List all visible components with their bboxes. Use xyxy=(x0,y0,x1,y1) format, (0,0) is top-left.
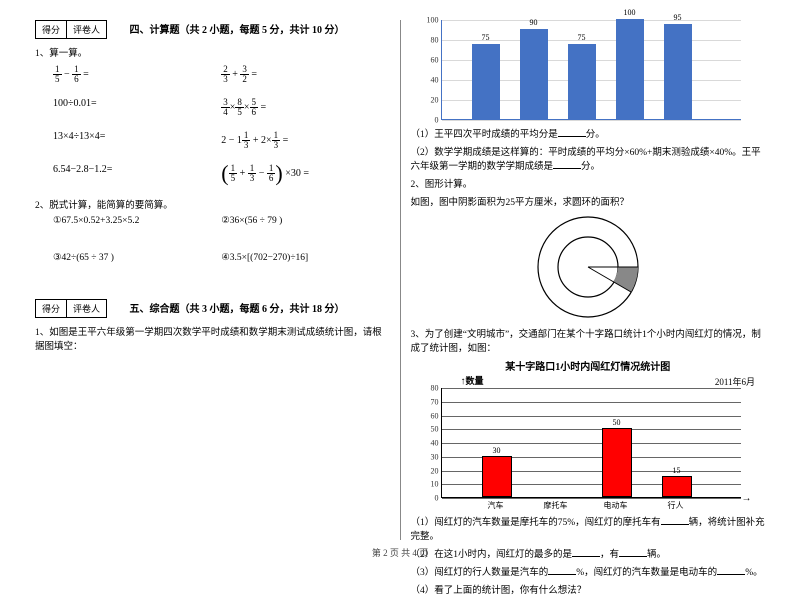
left-column: 得分 评卷人 四、计算题（共 2 小题，每题 5 分，共计 10 分） 1、算一… xyxy=(25,20,401,540)
eq-row-1: 15 − 16 = 23 + 32 = xyxy=(53,65,390,84)
chart-1-wrap: 02040608010075907510095 xyxy=(441,20,766,120)
q4-2c: ③42÷(65 ÷ 37 ) xyxy=(53,252,221,263)
score-box: 得分 评卷人 xyxy=(35,20,107,39)
chart-2-wrap: ↑数量 01020304050607080305015→ 汽车摩托车电动车行人 xyxy=(441,388,766,512)
chart-2-xaxis: 汽车摩托车电动车行人 xyxy=(441,498,766,512)
q4-2a: ①67.5×0.52+3.25×5.2 xyxy=(53,215,221,226)
blank xyxy=(553,159,581,169)
ans-3: （3）闯红灯的行人数量是汽车的%，闯红灯的汽车数量是电动车的%。 xyxy=(411,564,766,578)
eq-4b: (15 + 13 − 16) ×30 = xyxy=(221,164,389,183)
ring-figure xyxy=(533,212,643,322)
ans-1: （1）闯红灯的汽车数量是摩托车的75%，闯红灯的摩托车有辆，将统计图补充完整。 xyxy=(411,514,766,542)
score-box-2: 得分 评卷人 xyxy=(35,299,107,318)
q-ring-text: 如图，图中阴影面积为25平方厘米，求圆环的面积？ xyxy=(411,194,766,208)
section-5-title: 五、综合题（共 3 小题，每题 6 分，共计 18 分） xyxy=(130,300,345,315)
eq-row-4: 6.54−2.8−1.2= (15 + 13 − 16) ×30 = xyxy=(53,164,390,183)
eq-2a: 100÷0.01= xyxy=(53,98,221,117)
r-ans-2: （2）数学学期成绩是这样算的：平时成绩的平均分×60%+期末测验成绩×40%。王… xyxy=(411,144,766,172)
q-ring-title: 2、图形计算。 xyxy=(411,176,766,190)
ans-4: （4）看了上面的统计图，你有什么想法？ xyxy=(411,582,766,596)
chart-2-ylabel: ↑数量 xyxy=(461,374,484,387)
q4-2: 2、脱式计算，能简算的要简算。 xyxy=(35,197,390,211)
blank xyxy=(548,565,576,575)
q4-2b: ②36×(56 ÷ 79 ) xyxy=(221,215,389,226)
eq-3b: 2 − 113 + 2×13 = xyxy=(221,131,389,150)
blank xyxy=(558,127,586,137)
q4-2-row2: ③42÷(65 ÷ 37 ) ④3.5×[(702−270)÷16] xyxy=(53,252,390,263)
section-5-header: 得分 评卷人 五、综合题（共 3 小题，每题 6 分，共计 18 分） xyxy=(35,299,390,318)
columns: 得分 评卷人 四、计算题（共 2 小题，每题 5 分，共计 10 分） 1、算一… xyxy=(25,20,775,540)
r-ans-1: （1）王平四次平时成绩的平均分是分。 xyxy=(411,126,766,140)
bar-chart-traffic: 01020304050607080305015→ xyxy=(441,388,741,498)
eq-4a: 6.54−2.8−1.2= xyxy=(53,164,221,183)
chart-2-title: 某十字路口1小时内闯红灯情况统计图 xyxy=(411,358,766,373)
blank xyxy=(661,515,689,525)
eq-row-3: 13×4÷13×4= 2 − 113 + 2×13 = xyxy=(53,131,390,150)
section-4-title: 四、计算题（共 2 小题，每题 5 分，共计 10 分） xyxy=(130,21,345,36)
grader-label: 评卷人 xyxy=(67,21,106,38)
page-footer: 第 2 页 共 4 页 xyxy=(0,546,800,559)
q3-intro: 3、为了创建“文明城市”，交通部门在某个十字路口统计1个小时内闯红灯的情况，制成… xyxy=(411,326,766,354)
eq-row-2: 100÷0.01= 34×85×56 = xyxy=(53,98,390,117)
blank xyxy=(717,565,745,575)
eq-1a: 15 − 16 = xyxy=(53,65,221,84)
eq-2b: 34×85×56 = xyxy=(221,98,389,117)
page: 得分 评卷人 四、计算题（共 2 小题，每题 5 分，共计 10 分） 1、算一… xyxy=(0,0,800,565)
grader-label-2: 评卷人 xyxy=(67,300,106,317)
ring-svg xyxy=(533,212,643,322)
q4-2d: ④3.5×[(702−270)÷16] xyxy=(221,252,389,263)
q5-1: 1、如图是王平六年级第一学期四次数学平时成绩和数学期末测试成绩统计图，请根据图填… xyxy=(35,324,390,352)
eq-1b: 23 + 32 = xyxy=(221,65,389,84)
right-column: 02040608010075907510095 （1）王平四次平时成绩的平均分是… xyxy=(401,20,776,540)
q4-2-row1: ①67.5×0.52+3.25×5.2 ②36×(56 ÷ 79 ) xyxy=(53,215,390,226)
section-4-header: 得分 评卷人 四、计算题（共 2 小题，每题 5 分，共计 10 分） xyxy=(35,20,390,39)
score-label: 得分 xyxy=(36,21,67,38)
score-label-2: 得分 xyxy=(36,300,67,317)
bar-chart-scores: 02040608010075907510095 xyxy=(441,20,741,120)
eq-3a: 13×4÷13×4= xyxy=(53,131,221,150)
q4-1: 1、算一算。 xyxy=(35,45,390,59)
